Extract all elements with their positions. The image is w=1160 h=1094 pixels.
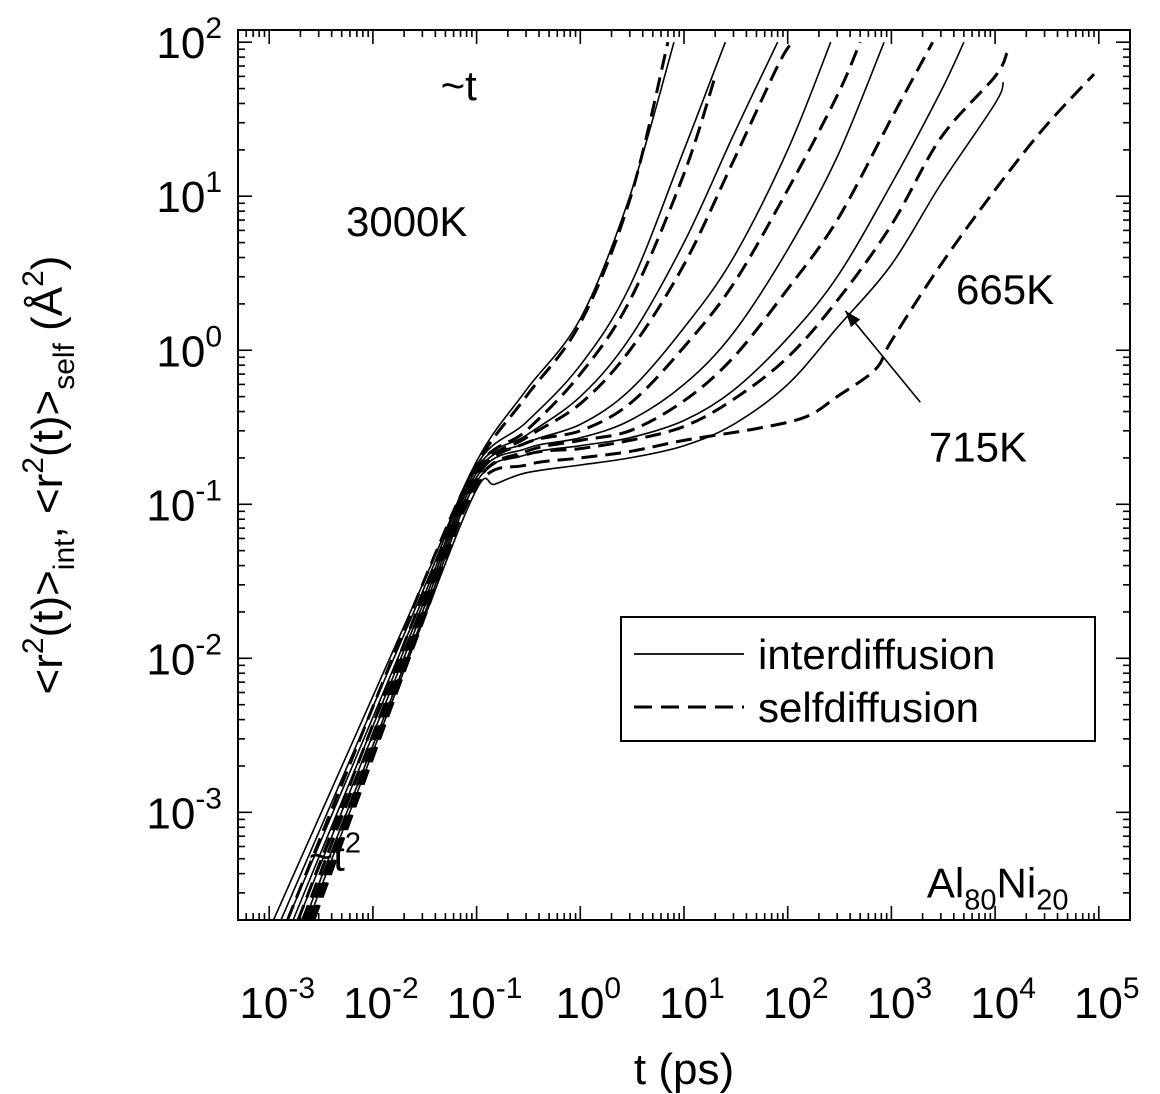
- plot-frame: [237, 29, 1131, 921]
- series-interdiffusion-10: [303, 41, 965, 920]
- y-title-sup-3: 2: [17, 270, 50, 287]
- series-selfdiffusion-9: [309, 41, 935, 920]
- arrowhead-715k: [845, 310, 861, 328]
- x-tick-label-7: 104: [970, 972, 1036, 1028]
- series-selfdiffusion-11: [310, 52, 1009, 920]
- x-tick-label-3: 100: [555, 972, 621, 1028]
- legend-box: [620, 616, 1096, 742]
- series-interdiffusion-8: [297, 41, 885, 920]
- x-tick-label-1: 10-2: [343, 972, 419, 1028]
- y-title-sub-1: int: [48, 538, 81, 570]
- x-tick-label-5: 102: [763, 972, 829, 1028]
- x-tick-label-6: 103: [867, 972, 933, 1028]
- y-tick-label-1: 10-2: [146, 628, 222, 684]
- x-axis-title: t (ps): [634, 1045, 734, 1094]
- curves-layer: [272, 41, 1096, 920]
- series-selfdiffusion-13: [312, 73, 1096, 920]
- y-title-part-1: <r: [23, 654, 72, 694]
- series-interdiffusion-4: [286, 41, 779, 920]
- x-tick-label-2: 10-1: [447, 972, 523, 1028]
- slope-t2-annotation: ~t2: [309, 827, 361, 879]
- x-tick-label-4: 101: [659, 972, 725, 1028]
- legend: interdiffusion selfdiffusion: [620, 616, 1096, 742]
- series-interdiffusion-12: [307, 81, 1005, 920]
- series-selfdiffusion-5: [301, 41, 794, 920]
- label-3000k: 3000K: [346, 198, 467, 245]
- y-title-part-2: (t)>: [23, 570, 72, 637]
- slope-t2-exp: 2: [345, 827, 361, 859]
- y-tick-label-4: 101: [156, 166, 222, 222]
- y-title-sub-2: self: [48, 342, 81, 389]
- y-title-part-3: , <r: [23, 474, 72, 539]
- x-tick-label-0: 10-3: [239, 972, 315, 1028]
- system-ni: Ni: [997, 859, 1037, 906]
- y-title-part-6: ): [23, 256, 72, 271]
- slope-t2-base: ~t: [309, 832, 346, 879]
- series-interdiffusion-6: [292, 41, 832, 920]
- y-tick-label-0: 10-3: [146, 782, 222, 838]
- x-tick-label-8: 105: [1074, 972, 1140, 1028]
- slope-t-annotation: ~t: [441, 62, 478, 109]
- series-selfdiffusion-3: [296, 75, 717, 920]
- y-tick-label-3: 100: [156, 320, 222, 376]
- system-al: Al: [927, 859, 964, 906]
- system-al-sub: 80: [964, 884, 996, 916]
- label-665k: 665K: [956, 266, 1054, 313]
- system-label: Al80Ni20: [927, 859, 1069, 916]
- tick-labels: 10-3 10-2 10-1 100 101 102 103 104 105 10-3 10-2 10…: [146, 12, 1139, 1028]
- axis-ticks: [237, 30, 1131, 921]
- series-interdiffusion-2: [280, 41, 727, 920]
- y-axis-title: <r2(t)>int, <r2(t)>self (Å2): [17, 256, 81, 695]
- label-715k: 715K: [929, 423, 1027, 470]
- y-title-sup-2: 2: [17, 457, 50, 474]
- y-tick-label-5: 102: [156, 12, 222, 68]
- legend-label-selfdiffusion: selfdiffusion: [758, 684, 979, 731]
- y-title-sup-1: 2: [17, 637, 50, 654]
- y-tick-label-2: 10-1: [146, 474, 222, 530]
- arrow-715k: [844, 310, 921, 403]
- system-ni-sub: 20: [1036, 884, 1068, 916]
- y-title-part-4: (t)>: [23, 390, 72, 457]
- y-title-part-5: (Å: [23, 286, 72, 343]
- legend-label-interdiffusion: interdiffusion: [758, 631, 995, 678]
